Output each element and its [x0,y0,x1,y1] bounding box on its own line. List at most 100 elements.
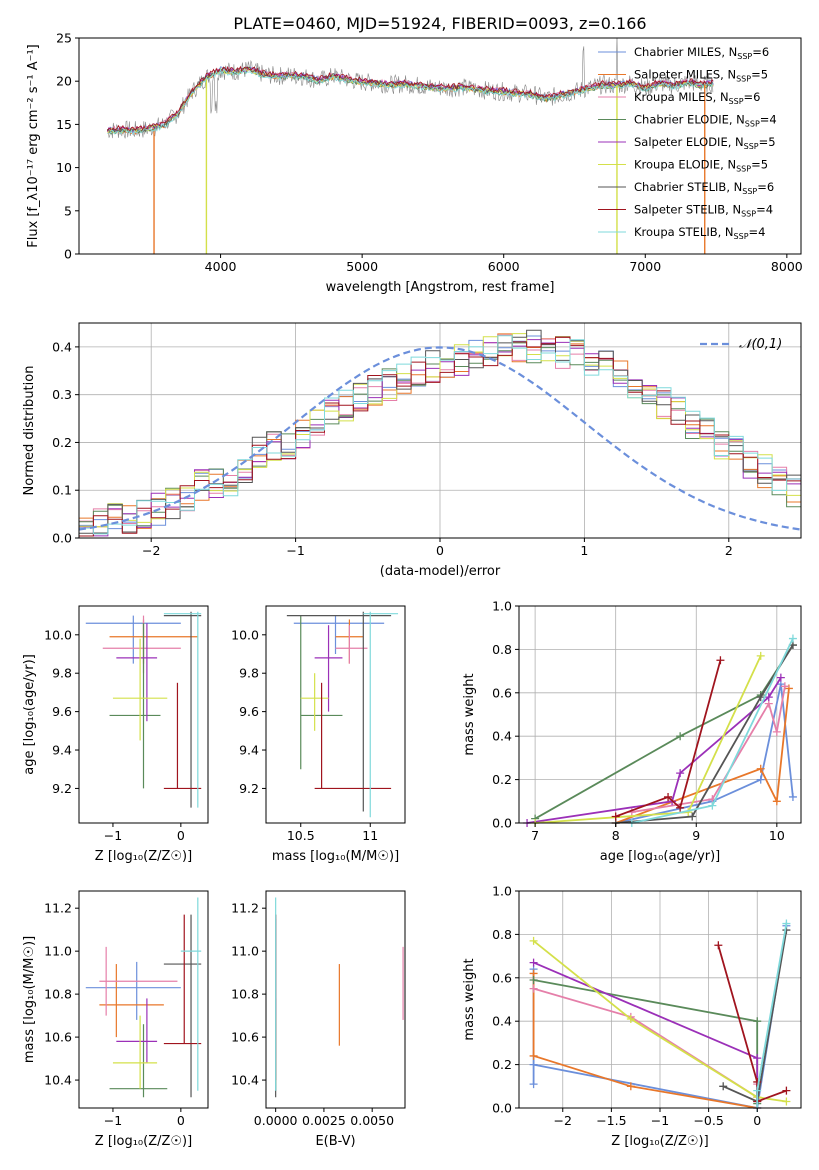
legend-label: Salpeter ELODIE, NSSP=5 [634,135,776,151]
x-axis-label: (data-model)/error [380,564,501,579]
x-tick-label: 2 [725,543,733,558]
mass-vs-Z-frame: −1 0 10.4 10.6 10.8 11.0 11.2 Z [log₁₀(Z/Z☉)] ma… [22,890,209,1149]
x-tick-label: 0 [177,1113,185,1128]
axes-frame [78,37,802,255]
x-tick-label: 10.5 [287,828,315,843]
weight-point-marker [626,1082,635,1091]
mass-vs-ebv-frame: 0.0000 0.0025 0.0050 10.4 10.6 10.8 11.0 11.2 E(… [231,890,406,1149]
y-tick-label: 0.4 [492,1014,512,1029]
y-tick-label: 0.6 [492,685,512,700]
y-tick-label: 0.3 [52,387,72,402]
model-spectrum-line [106,66,714,132]
x-tick-label: 5000 [346,259,378,274]
y-axis-label: Flux [f_λ10⁻¹⁷ erg cm⁻² s⁻¹ A⁻¹] [26,44,41,248]
weight-series-line [535,655,762,824]
x-tick-label: −1 [104,1113,122,1128]
weight-point-marker [772,727,781,736]
weight-point-marker [529,1051,538,1060]
mass-vs-ebv-errorbars [275,897,404,1098]
x-tick-label: 8000 [771,259,803,274]
x-tick-label: 10 [769,828,785,843]
y-tick-label: 1.0 [492,599,512,614]
weight-point-marker [753,1086,762,1095]
y-tick-label: 0.4 [492,729,512,744]
x-tick-label: 8 [612,828,620,843]
model-spectrum-line [107,67,714,134]
legend-label: 𝒩(0,1) [739,337,782,352]
age-vs-Z-frame: −1 0 9.2 9.4 9.6 9.8 10.0 Z [log₁₀(Z/Z☉)] age [l… [22,605,209,864]
axes-frame [78,605,209,824]
weight-vs-Z-axes [519,890,801,1109]
weight-vs-Z-frame: −2 −1.5 −1 −0.5 0 0.0 0.2 0.4 0.6 0.8 1.0 Z [log₁₀(… [462,884,802,1149]
y-tick-label: 11.0 [231,944,259,959]
model-spectrum-line [106,66,714,136]
weight-point-marker [756,775,765,784]
x-tick-label: 4000 [205,259,237,274]
x-tick-label: 6000 [488,259,520,274]
legend-label: Kroupa ELODIE, NSSP=5 [634,158,768,174]
residual-histogram [79,333,801,528]
normal-reference-curve [79,346,801,531]
weight-point-marker [676,803,685,812]
age-vs-Z-errorbars [85,611,202,808]
weight-point-marker [529,975,538,984]
weight-point-marker [676,732,685,741]
x-axis-label: wavelength [Angstrom, rest frame] [326,280,555,295]
x-tick-label: −1.5 [596,1113,626,1128]
y-tick-label: 10 [56,160,72,175]
weight-point-marker [784,684,793,693]
model-spectrum-line [106,65,714,132]
data-spectrum-line [107,38,714,139]
y-tick-label: 11.2 [231,901,259,916]
weight-vs-Z-lines [529,919,791,1112]
x-tick-label: 11 [362,828,378,843]
y-tick-label: 25 [56,31,72,46]
weight-point-marker [753,1054,762,1063]
weight-point-marker [782,1097,791,1106]
residual-histogram [79,335,801,535]
weight-point-marker [688,812,697,821]
weight-point-marker [753,1077,762,1086]
y-tick-label: 9.8 [52,666,72,681]
x-tick-label: 7000 [629,259,661,274]
model-spectrum-line [107,67,714,135]
weight-point-marker [756,764,765,773]
residuals-frame: −2 −1 0 1 2 0.0 0.1 0.2 0.3 0.4 (data-model)/error… [22,322,802,579]
y-tick-label: 9.6 [52,704,72,719]
y-tick-label: 9.4 [239,743,259,758]
y-tick-label: 0.1 [52,483,72,498]
weight-point-marker [676,769,685,778]
x-tick-label: −1 [104,828,122,843]
weight-point-marker [756,693,765,702]
axes-frame [265,605,406,824]
x-axis-label: E(B-V) [315,1134,355,1149]
x-tick-label: 9 [692,828,700,843]
y-tick-label: 0.2 [52,435,72,450]
weight-point-marker [611,812,620,821]
age-vs-mass-frame: 10.5 11 9.2 9.4 9.6 9.8 10.0 mass [log₁₀(M/M☉)] [231,605,406,864]
y-tick-label: 10.8 [44,987,72,1002]
y-tick-label: 15 [56,117,72,132]
legend-label: Chabrier ELODIE, NSSP=4 [634,113,777,129]
weight-point-marker [788,792,797,801]
axes-frame [78,890,209,1109]
legend-label: Salpeter MILES, NSSP=5 [634,68,768,84]
y-tick-label: 10.8 [231,987,259,1002]
y-axis-label: age [log₁₀(age/yr)] [22,654,37,775]
weight-series-line [533,940,787,1103]
legend-label: Kroupa STELIB, NSSP=4 [634,225,765,241]
y-tick-label: 0.6 [492,970,512,985]
weight-point-marker [782,919,791,928]
y-tick-label: 5 [64,203,72,218]
y-axis-label: mass weight [462,673,477,755]
y-tick-label: 0.4 [52,339,72,354]
age-vs-mass-errorbars [286,611,399,818]
weight-point-marker [772,797,781,806]
axes-frame [518,605,802,824]
x-tick-label: 0 [753,1113,761,1128]
model-spectrum-line [107,66,714,133]
x-tick-label: −2 [554,1113,572,1128]
y-tick-label: 10.4 [231,1073,259,1088]
y-tick-label: 10.0 [231,627,259,642]
